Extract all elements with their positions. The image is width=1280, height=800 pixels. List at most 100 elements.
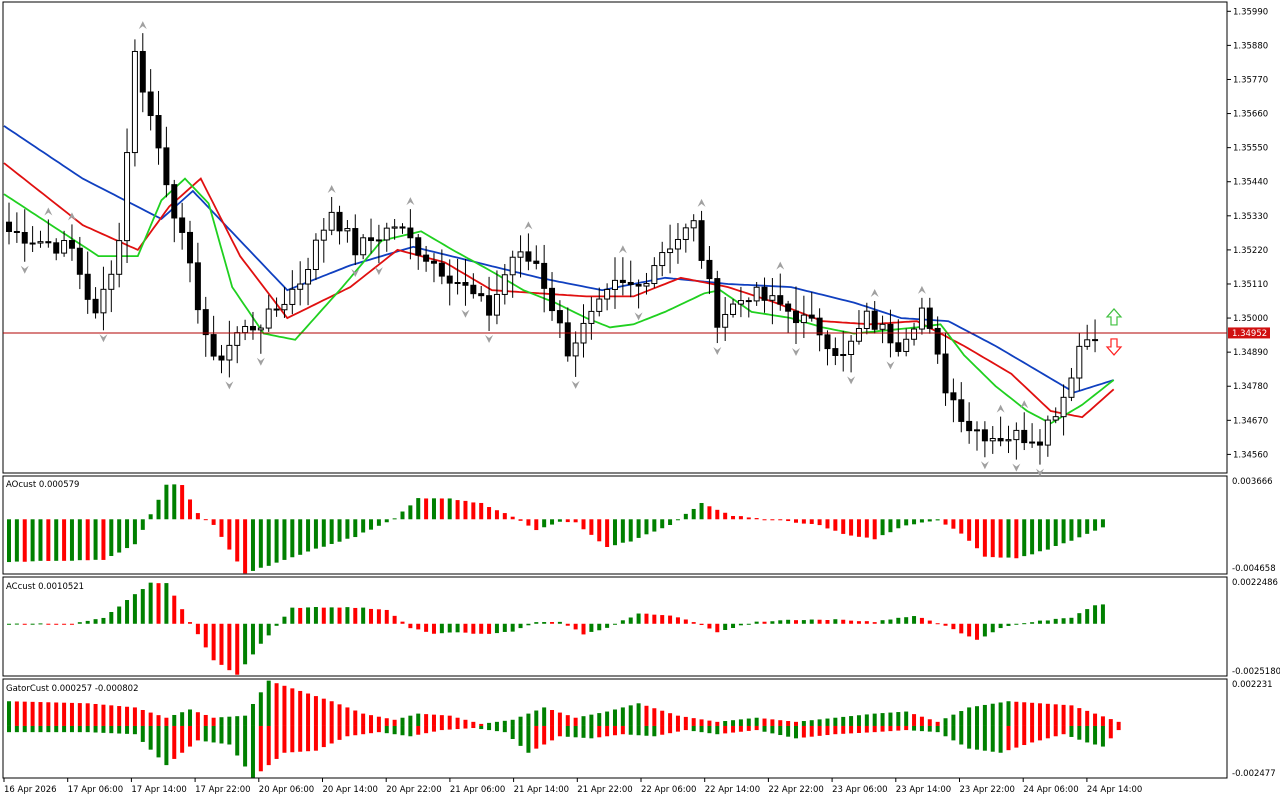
candle[interactable] bbox=[918, 297, 925, 335]
candle[interactable] bbox=[753, 281, 760, 306]
candle[interactable] bbox=[651, 257, 658, 288]
candle[interactable] bbox=[816, 308, 823, 352]
candle[interactable] bbox=[368, 218, 375, 254]
candle[interactable] bbox=[265, 294, 272, 332]
candle[interactable] bbox=[643, 272, 650, 295]
candle[interactable] bbox=[911, 322, 918, 346]
candle[interactable] bbox=[761, 277, 768, 313]
candle[interactable] bbox=[525, 233, 532, 271]
candle[interactable] bbox=[1076, 332, 1083, 391]
candle[interactable] bbox=[832, 337, 839, 366]
candle[interactable] bbox=[730, 298, 737, 318]
candle[interactable] bbox=[501, 264, 508, 305]
candle[interactable] bbox=[124, 128, 131, 263]
candle[interactable] bbox=[895, 319, 902, 357]
candle[interactable] bbox=[1068, 367, 1075, 402]
candle[interactable] bbox=[722, 297, 729, 341]
candle[interactable] bbox=[187, 220, 194, 283]
candle[interactable] bbox=[604, 283, 611, 311]
candle[interactable] bbox=[305, 257, 312, 306]
candle[interactable] bbox=[249, 311, 256, 340]
candle[interactable] bbox=[383, 222, 390, 252]
candle[interactable] bbox=[218, 344, 225, 374]
candle[interactable] bbox=[966, 402, 973, 444]
candle[interactable] bbox=[446, 259, 453, 306]
candle[interactable] bbox=[131, 39, 138, 167]
candle[interactable] bbox=[887, 309, 894, 358]
candle[interactable] bbox=[352, 214, 359, 266]
candle[interactable] bbox=[871, 301, 878, 334]
candle[interactable] bbox=[627, 260, 634, 298]
candle[interactable] bbox=[808, 292, 815, 322]
candle[interactable] bbox=[698, 210, 705, 269]
candle[interactable] bbox=[226, 320, 233, 378]
candle[interactable] bbox=[1036, 429, 1043, 465]
candle[interactable] bbox=[659, 241, 666, 277]
candle[interactable] bbox=[360, 234, 367, 260]
candle[interactable] bbox=[926, 297, 933, 334]
candle[interactable] bbox=[682, 223, 689, 253]
candle[interactable] bbox=[171, 179, 178, 243]
candle[interactable] bbox=[981, 421, 988, 458]
candle[interactable] bbox=[1005, 425, 1012, 454]
candle[interactable] bbox=[580, 304, 587, 358]
candle[interactable] bbox=[879, 315, 886, 344]
candle[interactable] bbox=[407, 209, 414, 260]
candle[interactable] bbox=[958, 382, 965, 433]
candle[interactable] bbox=[415, 234, 422, 270]
candle[interactable] bbox=[84, 251, 91, 314]
candle[interactable] bbox=[29, 226, 36, 253]
candle[interactable] bbox=[619, 257, 626, 296]
candle[interactable] bbox=[320, 218, 327, 263]
candle[interactable] bbox=[1060, 384, 1067, 436]
candle[interactable] bbox=[163, 126, 170, 198]
candle[interactable] bbox=[281, 287, 288, 318]
candle[interactable] bbox=[328, 196, 335, 236]
candle[interactable] bbox=[824, 330, 831, 366]
candle[interactable] bbox=[61, 230, 68, 257]
candle[interactable] bbox=[737, 286, 744, 318]
candle[interactable] bbox=[100, 266, 107, 331]
candle[interactable] bbox=[848, 335, 855, 373]
candle[interactable] bbox=[257, 324, 264, 354]
candle[interactable] bbox=[423, 245, 430, 272]
candle[interactable] bbox=[989, 426, 996, 454]
candle[interactable] bbox=[37, 230, 44, 248]
candle[interactable] bbox=[116, 222, 123, 288]
candle[interactable] bbox=[234, 326, 241, 364]
candle[interactable] bbox=[517, 235, 524, 278]
candle[interactable] bbox=[509, 250, 516, 298]
candle[interactable] bbox=[934, 316, 941, 364]
candle[interactable] bbox=[674, 223, 681, 264]
candle[interactable] bbox=[76, 236, 83, 290]
candle[interactable] bbox=[942, 333, 949, 406]
candle[interactable] bbox=[690, 214, 697, 242]
candle[interactable] bbox=[13, 212, 20, 243]
candle[interactable] bbox=[533, 245, 540, 270]
candle[interactable] bbox=[950, 378, 957, 423]
candle[interactable] bbox=[800, 295, 807, 339]
candle[interactable] bbox=[997, 416, 1004, 447]
candle[interactable] bbox=[289, 270, 296, 315]
candle[interactable] bbox=[549, 272, 556, 321]
candle[interactable] bbox=[312, 233, 319, 281]
candles[interactable] bbox=[6, 33, 1099, 465]
candle[interactable] bbox=[179, 202, 186, 250]
candle[interactable] bbox=[6, 202, 12, 245]
candle[interactable] bbox=[541, 244, 548, 313]
candle[interactable] bbox=[769, 278, 776, 325]
candle[interactable] bbox=[147, 69, 154, 131]
candle[interactable] bbox=[470, 273, 477, 299]
candle[interactable] bbox=[336, 205, 343, 245]
candle[interactable] bbox=[45, 219, 52, 248]
candle[interactable] bbox=[1044, 415, 1051, 457]
candle[interactable] bbox=[793, 286, 799, 345]
candle[interactable] bbox=[438, 249, 445, 285]
candle[interactable] bbox=[777, 273, 784, 311]
candle[interactable] bbox=[974, 421, 981, 451]
candle[interactable] bbox=[855, 310, 862, 345]
candle[interactable] bbox=[863, 302, 870, 335]
candle[interactable] bbox=[375, 224, 382, 264]
candle[interactable] bbox=[242, 319, 249, 341]
